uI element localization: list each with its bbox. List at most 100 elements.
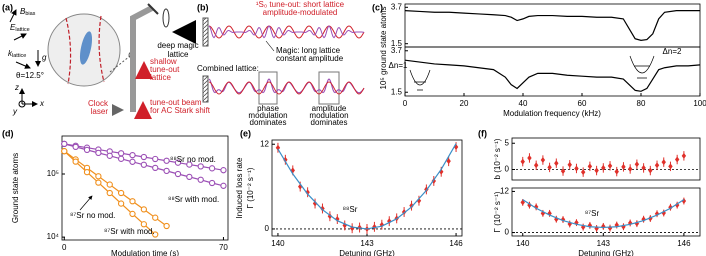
data-point — [567, 161, 572, 168]
data-point — [661, 159, 666, 166]
angle-label: θ=12.5° — [16, 71, 44, 80]
y-axis-label: Γ (10⁻² s⁻¹) — [493, 191, 502, 232]
symbol: k — [8, 49, 13, 58]
data-point — [621, 223, 626, 230]
data-point — [275, 144, 281, 151]
plot-frame — [511, 137, 701, 181]
data-point — [648, 215, 653, 222]
symbol: B — [20, 7, 26, 16]
y-tick-label: 0 — [505, 228, 510, 237]
lattice-wave — [208, 81, 365, 95]
data-point — [61, 148, 68, 155]
data-point — [208, 165, 216, 172]
data-point — [601, 164, 606, 171]
data-point — [117, 189, 125, 197]
y-axis-label: b (10⁻² s⁻¹) — [493, 138, 502, 179]
data-point — [152, 214, 159, 221]
x-axis-label: Modulation frequency (kHz) — [503, 109, 601, 118]
y-tick-label: 10⁵ — [47, 169, 59, 178]
data-point — [283, 156, 288, 163]
data-point — [117, 155, 125, 162]
annotation: Δn=2 — [663, 47, 682, 56]
gravity-label: g — [42, 53, 47, 62]
data-point — [614, 222, 619, 229]
series-line — [404, 10, 700, 41]
subscript: lattice — [15, 27, 29, 33]
clock-laser-label: Clock — [88, 99, 109, 108]
data-point — [129, 210, 136, 218]
x-axis-label: Detuning (GHz) — [339, 249, 395, 256]
data-point — [208, 179, 216, 187]
data-point — [587, 163, 593, 170]
data-point — [607, 162, 613, 169]
amplitude-label: amplitude — [312, 104, 347, 113]
leader — [265, 40, 275, 52]
arrow — [13, 33, 27, 41]
series-label: ⁸⁷Sr no mod. — [70, 211, 115, 220]
data-point — [95, 149, 102, 157]
plot-frame — [61, 135, 229, 241]
x-tick-label: 146 — [449, 239, 463, 248]
data-point — [106, 152, 113, 159]
data-point — [533, 162, 539, 169]
y-tick-label: 10⁴ — [47, 232, 60, 241]
y-tick-label: 0 — [265, 224, 270, 233]
arrow — [9, 9, 17, 23]
panel-label: (f) — [478, 128, 487, 138]
x-tick-label: 140 — [516, 239, 530, 248]
subscript: bias — [25, 11, 35, 17]
phase-label: dominates — [250, 118, 287, 127]
data-point — [186, 173, 193, 181]
data-point — [668, 163, 673, 170]
tuneout-beam-label: tune-out beam — [150, 98, 202, 107]
x-tick-label: 143 — [597, 239, 611, 248]
data-point — [95, 179, 102, 186]
panel-label: (d) — [2, 128, 14, 138]
x-tick-label: 146 — [677, 239, 691, 248]
combined-label: Combined lattice: — [197, 64, 259, 73]
series-label: ⁸⁸Sr with mod. — [168, 195, 219, 204]
y-tick-label: 5 — [505, 138, 510, 147]
data-point — [648, 167, 653, 174]
panel-label: (e) — [240, 128, 251, 138]
data-point — [674, 156, 680, 163]
lattice-wave — [208, 25, 365, 39]
data-point — [661, 210, 666, 217]
tuneout-lattice-label: shallow — [150, 57, 177, 66]
phase-label: modulation — [248, 111, 287, 120]
y-tick-label: 12 — [500, 187, 509, 196]
y-axis-unit: Γ (10⁻² s⁻¹) — [246, 167, 255, 208]
y-tick-label: 1.5 — [391, 39, 403, 48]
data-point — [446, 158, 451, 165]
data-point — [72, 143, 79, 151]
data-point — [186, 161, 193, 168]
chart: 10⁴ 10⁵ 0 70 ⁸⁸Sr no mod. ⁸⁸Sr with mod. ⁸⁷Sr … — [2, 128, 228, 256]
data-point — [594, 167, 599, 174]
highlight-box — [318, 71, 340, 105]
data-point — [641, 164, 646, 171]
data-point — [83, 168, 91, 176]
plot-frame — [511, 187, 701, 237]
data-point — [627, 165, 633, 172]
data-point — [312, 200, 318, 207]
y-tick-label: 3.7 — [391, 46, 403, 55]
x-tick-label: 0 — [62, 243, 67, 252]
data-point — [634, 161, 640, 168]
data-point — [520, 158, 525, 165]
data-point — [220, 182, 227, 189]
chart: 0 5 (f) b (10⁻² s⁻¹) — [478, 128, 701, 181]
x-tick-label: 0 — [403, 99, 408, 108]
b-field-label: Bbias — [20, 7, 36, 17]
data-point — [61, 140, 68, 148]
axis-label: y — [12, 107, 18, 116]
data-point — [129, 198, 136, 205]
axis-into-page — [18, 100, 26, 108]
data-point — [560, 168, 566, 175]
data-point — [574, 165, 579, 172]
y-tick-label: 1.5 — [391, 87, 403, 96]
data-point — [106, 189, 113, 197]
deep-lattice-label: deep magic — [157, 41, 198, 50]
data-point — [681, 198, 687, 205]
